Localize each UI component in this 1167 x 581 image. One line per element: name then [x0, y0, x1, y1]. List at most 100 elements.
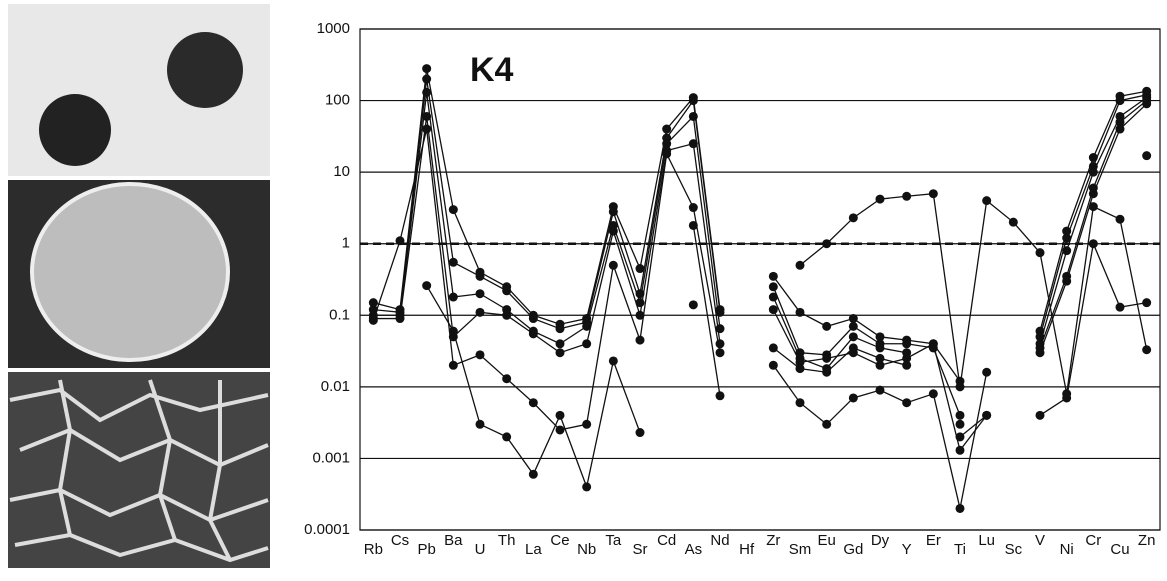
- data-point: [448, 205, 458, 215]
- photo-panels: [8, 4, 270, 568]
- data-point: [955, 445, 965, 455]
- series-line: [373, 78, 721, 330]
- data-point: [768, 292, 778, 302]
- data-point: [1115, 302, 1125, 312]
- x-tick-label: La: [525, 541, 542, 558]
- data-point: [768, 343, 778, 353]
- data-point: [1088, 167, 1098, 177]
- x-tick-label: Rb: [364, 541, 383, 558]
- data-point: [475, 307, 485, 317]
- data-point: [822, 367, 832, 377]
- data-point: [582, 419, 592, 429]
- data-point: [555, 348, 565, 358]
- data-point: [555, 410, 565, 420]
- data-point: [502, 432, 512, 442]
- x-tick-label: Sm: [789, 541, 812, 558]
- photo-spot: [39, 94, 111, 166]
- data-point: [1008, 217, 1018, 227]
- data-point: [875, 360, 885, 370]
- y-tick-label: 0.0001: [304, 521, 350, 538]
- data-point: [955, 382, 965, 392]
- data-point: [982, 196, 992, 206]
- data-point: [902, 360, 912, 370]
- data-point: [1115, 214, 1125, 224]
- data-point: [955, 410, 965, 420]
- data-point: [715, 391, 725, 401]
- data-point: [688, 300, 698, 310]
- series-line: [1039, 97, 1148, 344]
- data-point: [1088, 239, 1098, 249]
- data-point: [528, 329, 538, 339]
- data-point: [848, 393, 858, 403]
- x-tick-label: Sc: [1005, 541, 1023, 558]
- data-point: [528, 398, 538, 408]
- data-point: [955, 419, 965, 429]
- data-point: [1115, 96, 1125, 106]
- x-tick-label: Ti: [954, 541, 966, 558]
- data-point: [848, 348, 858, 358]
- x-tick-label: U: [475, 541, 486, 558]
- series-line: [772, 309, 988, 452]
- x-tick-label: Cs: [391, 532, 409, 549]
- x-tick-label: Lu: [978, 532, 995, 549]
- data-point: [608, 356, 618, 366]
- data-point: [368, 298, 378, 308]
- data-point: [422, 124, 432, 134]
- x-tick-label: Er: [926, 532, 941, 549]
- data-point: [608, 226, 618, 236]
- series-line: [372, 128, 721, 431]
- series-line: [799, 192, 1148, 394]
- y-tick-label: 10: [333, 163, 350, 180]
- data-point: [1115, 117, 1125, 127]
- photo-sphere: [30, 182, 230, 362]
- data-point: [422, 87, 432, 97]
- series-line: [373, 92, 721, 345]
- data-point: [982, 410, 992, 420]
- x-tick-label: Ta: [605, 532, 622, 549]
- data-point: [795, 364, 805, 374]
- x-tick-label: Zr: [766, 532, 780, 549]
- data-point: [875, 332, 885, 342]
- data-point: [422, 64, 432, 74]
- x-tick-label: Cu: [1110, 541, 1129, 558]
- x-tick-label: V: [1035, 532, 1045, 549]
- data-point: [768, 305, 778, 315]
- data-point: [502, 286, 512, 296]
- y-tick-label: 1: [342, 235, 350, 252]
- annotation: K4: [470, 51, 514, 89]
- series-line: [692, 225, 721, 396]
- x-tick-label: Ce: [550, 532, 569, 549]
- data-point: [635, 264, 645, 274]
- data-point: [448, 360, 458, 370]
- data-point: [1062, 246, 1072, 256]
- x-tick-label: Nb: [577, 541, 596, 558]
- data-point: [848, 213, 858, 223]
- data-point: [662, 149, 672, 159]
- data-point: [582, 339, 592, 349]
- data-point: [448, 257, 458, 267]
- data-point: [1142, 298, 1152, 308]
- data-point: [795, 260, 805, 270]
- data-point: [662, 124, 672, 134]
- series-line: [772, 296, 907, 370]
- y-tick-label: 0.01: [321, 378, 350, 395]
- data-point: [822, 239, 832, 249]
- data-point: [1115, 124, 1125, 134]
- data-point: [875, 385, 885, 395]
- data-point: [1142, 151, 1152, 161]
- data-point: [475, 271, 485, 281]
- data-point: [475, 419, 485, 429]
- series-line: [1039, 94, 1147, 338]
- data-point: [635, 310, 645, 320]
- data-point: [582, 482, 592, 492]
- data-point: [422, 74, 432, 84]
- y-tick-label: 100: [325, 92, 350, 109]
- photo-network: [9, 379, 269, 563]
- series-line: [772, 347, 907, 373]
- data-point: [422, 281, 432, 291]
- data-point: [1088, 202, 1098, 212]
- data-point: [502, 310, 512, 320]
- data-point: [555, 324, 565, 334]
- data-point: [368, 315, 378, 325]
- data-point: [902, 398, 912, 408]
